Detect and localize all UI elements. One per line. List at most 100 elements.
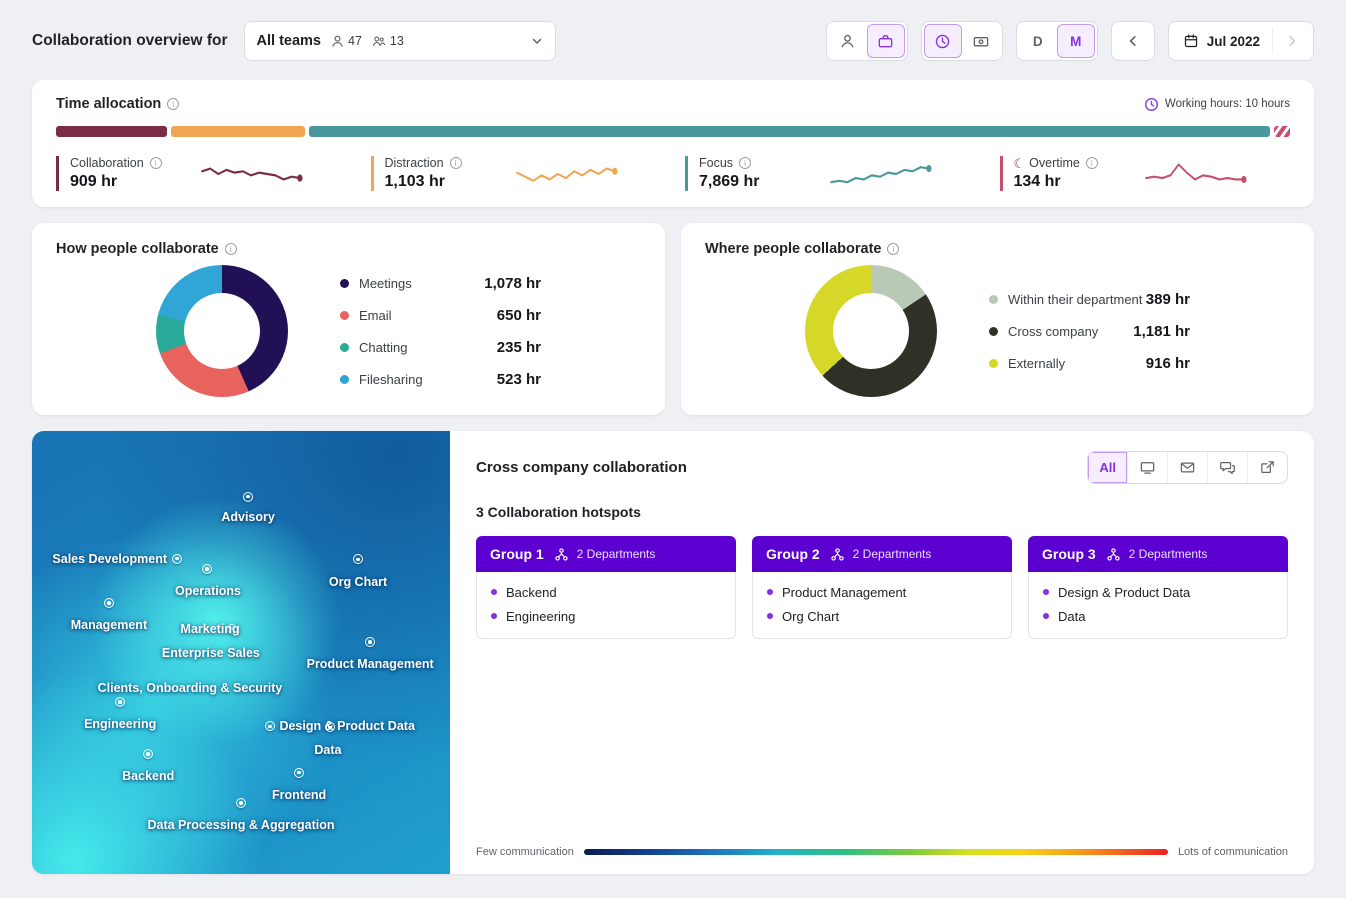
collaboration-map[interactable]: Advisory Sales Development Operations Org C…: [32, 431, 450, 874]
bar-segment-distraction[interactable]: [170, 126, 306, 137]
bar-segment-overtime[interactable]: [1273, 126, 1290, 137]
chevron-right-icon: [1285, 34, 1299, 48]
clock-icon: [934, 33, 951, 50]
bar-segment-focus[interactable]: [309, 126, 1270, 137]
tab-email[interactable]: [1168, 452, 1208, 483]
group-items: Design & Product Data Data: [1028, 572, 1288, 639]
next-period-button[interactable]: [1273, 24, 1311, 58]
map-pin-management[interactable]: [103, 597, 114, 608]
person-icon: [839, 33, 856, 50]
legend-label: Within their department: [1008, 291, 1143, 307]
legend-dot: [340, 374, 349, 384]
metric-value: 134 hr: [1013, 173, 1061, 190]
chevron-left-icon: [1126, 34, 1140, 48]
map-label-backend: Backend: [122, 769, 175, 784]
legend-left-label: Few communication: [476, 846, 574, 858]
info-icon[interactable]: [149, 157, 162, 169]
date-picker[interactable]: Jul 2022: [1171, 33, 1272, 49]
group-item-data: Data: [1043, 604, 1273, 628]
map-pin-design-product-data[interactable]: [264, 721, 275, 732]
communication-legend: Few communication Lots of communication: [476, 846, 1288, 858]
day-toggle-button[interactable]: D: [1032, 33, 1043, 49]
map-label-enterprise-sales: Enterprise Sales: [161, 645, 260, 660]
metric-text: Collaboration 909 hr: [56, 156, 174, 191]
map-pin-engineering[interactable]: [115, 697, 126, 708]
group-card-group-1: Group 1 2 Departments Backend Engineerin…: [476, 536, 736, 639]
where-people-collaborate-donut: [805, 265, 937, 397]
cost-metric-button[interactable]: [962, 24, 1000, 58]
view-mode-group: [825, 21, 908, 61]
chevron-down-icon: [531, 35, 543, 47]
bar-segment-collaboration[interactable]: [56, 126, 167, 137]
group-name: Group 2: [766, 546, 820, 562]
info-icon[interactable]: [1085, 157, 1098, 169]
map-label-design-product-data: Design & Product Data: [279, 719, 415, 734]
metric-label: ☾ Overtime: [1014, 156, 1118, 170]
meetings-icon: [1139, 459, 1156, 476]
person-view-button[interactable]: [829, 24, 867, 58]
departments-network-icon: [554, 547, 569, 562]
map-pin-product-management[interactable]: [365, 636, 376, 647]
legend-value: 916 hr: [1145, 354, 1190, 372]
map-pin-org-chart[interactable]: [353, 554, 364, 565]
time-allocation-card: Time allocation Working hours: 10 hours …: [32, 80, 1314, 207]
info-icon[interactable]: [449, 157, 462, 169]
info-icon[interactable]: [887, 243, 900, 255]
tab-meetings[interactable]: [1128, 452, 1168, 483]
people-count: 47: [330, 34, 362, 49]
info-icon[interactable]: [224, 243, 237, 255]
header-controls: D M Jul 2022: [825, 21, 1314, 61]
communication-gradient-bar: [583, 849, 1168, 855]
group-header: Group 1 2 Departments: [476, 536, 736, 572]
map-pin-operations[interactable]: [202, 564, 213, 575]
cash-icon: [972, 33, 990, 50]
team-selector-dropdown[interactable]: All teams 47 13: [243, 21, 556, 61]
briefcase-icon: [877, 33, 894, 50]
teams-count: 13: [371, 34, 404, 49]
group-departments-label: 2 Departments: [576, 547, 656, 561]
group-items: Backend Engineering: [476, 572, 736, 639]
time-metric-button[interactable]: [923, 24, 962, 58]
legend-dot: [989, 294, 998, 304]
metric-type-group: [920, 21, 1003, 61]
group-item-design-product-data: Design & Product Data: [1043, 580, 1273, 604]
moon-icon: ☾: [1013, 155, 1026, 171]
work-view-button[interactable]: [866, 24, 905, 58]
info-icon[interactable]: [167, 98, 180, 110]
map-pin-marketing[interactable]: [226, 623, 237, 634]
metric-value: 1,103 hr: [384, 173, 445, 190]
page-title: Collaboration overview for: [32, 32, 228, 49]
map-pin-frontend[interactable]: [294, 767, 305, 778]
info-icon[interactable]: [739, 157, 752, 169]
hotspot-groups: Group 1 2 Departments Backend Engineerin…: [476, 536, 1288, 639]
collaboration-type-tabs: All: [1087, 451, 1288, 484]
map-pin-sales-development[interactable]: [172, 553, 183, 564]
tab-chatting[interactable]: [1208, 452, 1248, 483]
cross-company-panel: Cross company collaboration All: [450, 431, 1314, 874]
metric-value: 7,869 hr: [699, 173, 760, 190]
working-hours-clock-icon: [1144, 97, 1159, 112]
legend-label: Filesharing: [359, 371, 423, 387]
month-toggle-button[interactable]: M: [1056, 24, 1095, 58]
where-people-collaborate-legend: Within their department 389 hr Cross com…: [989, 283, 1290, 379]
map-pin-backend[interactable]: [143, 748, 154, 759]
group-card-group-3: Group 3 2 Departments Design & Product D…: [1028, 536, 1288, 639]
prev-period-button[interactable]: [1114, 24, 1152, 58]
bullet-dot: [767, 613, 773, 619]
tab-all[interactable]: All: [1088, 452, 1128, 483]
map-label-management: Management: [70, 618, 148, 633]
tab-filesharing[interactable]: [1248, 452, 1287, 483]
map-pin-data-processing-aggregation[interactable]: [236, 798, 246, 809]
map-pin-advisory[interactable]: [243, 491, 254, 502]
group-departments-label: 2 Departments: [852, 547, 932, 561]
team-selector-label: All teams: [256, 33, 321, 49]
metric-value: 909 hr: [70, 173, 118, 190]
map-pin-data[interactable]: [325, 722, 336, 733]
legend-label: Email: [359, 307, 392, 323]
envelope-icon: [1179, 459, 1196, 476]
legend-value: 1,078 hr: [484, 274, 541, 292]
legend-label: Meetings: [359, 275, 412, 291]
metric-collaboration: Collaboration 909 hr: [56, 156, 347, 191]
legend-dot: [340, 278, 349, 288]
group-departments-label: 2 Departments: [1128, 547, 1208, 561]
